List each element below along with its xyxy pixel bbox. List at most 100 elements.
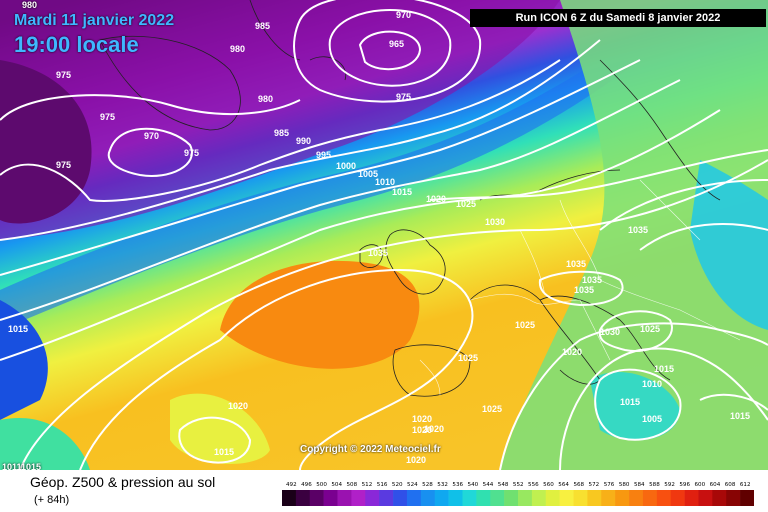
legend-swatch bbox=[531, 490, 547, 506]
legend-tick-label: 568 bbox=[573, 482, 584, 488]
low-pressure-region bbox=[0, 0, 560, 240]
isobar-label: 975 bbox=[56, 70, 71, 80]
isobar-label: 1025 bbox=[482, 404, 502, 414]
legend-swatch bbox=[559, 490, 574, 506]
greece-low-region bbox=[590, 371, 680, 441]
legend-swatches bbox=[282, 490, 754, 506]
isobar-label: 1020 bbox=[412, 425, 432, 435]
legend-swatch bbox=[476, 490, 491, 506]
legend-swatch bbox=[587, 490, 602, 506]
isobar-label: 1020 bbox=[426, 194, 446, 204]
corner-isobar-label: 980 bbox=[22, 0, 38, 10]
isobar-label: 1020 bbox=[424, 424, 444, 434]
legend-swatch bbox=[656, 490, 671, 506]
isobar-label: 975 bbox=[100, 112, 115, 122]
legend-tick-label: 548 bbox=[498, 482, 509, 488]
coastlines bbox=[99, 0, 721, 397]
eastern-cyan-region bbox=[690, 160, 768, 330]
legend-tick-label: 608 bbox=[725, 482, 736, 488]
legend-swatch bbox=[504, 490, 519, 506]
legend-tick-label: 588 bbox=[649, 482, 660, 488]
map-title: Géop. Z500 & pression au sol bbox=[30, 474, 216, 490]
legend-tick-label: 524 bbox=[407, 482, 418, 488]
legend-swatch bbox=[642, 490, 658, 506]
legend-tick-label: 576 bbox=[604, 482, 615, 488]
isobar-label: 1015 bbox=[392, 187, 412, 197]
legend-swatch bbox=[309, 490, 324, 506]
legend-tick-label: 612 bbox=[740, 482, 751, 488]
legend-swatch bbox=[295, 490, 311, 506]
isobar-label: 1015 bbox=[654, 364, 674, 374]
legend-tick-label: 516 bbox=[377, 482, 388, 488]
legend-tick-label: 504 bbox=[331, 482, 342, 488]
legend-tick-label: 600 bbox=[694, 482, 705, 488]
isobar-label: 965 bbox=[389, 39, 404, 49]
color-legend: 492 496 500 504 508 512 516 520 524 528 532 536 540 5… bbox=[282, 482, 754, 506]
legend-tick-label: 596 bbox=[679, 482, 690, 488]
legend-tick-label: 584 bbox=[634, 482, 645, 488]
copyright-notice: Copyright © 2022 Meteociel.fr bbox=[300, 444, 441, 455]
isobar-label: 985 bbox=[255, 21, 270, 31]
isobar-label: 1020 bbox=[406, 455, 426, 465]
legend-swatch bbox=[629, 490, 644, 506]
isobar-labels: 975 985 970 980 965 975 975 970 975 980 … bbox=[8, 10, 750, 465]
isobar-label: 970 bbox=[144, 131, 159, 141]
isobar-label: 1015 bbox=[214, 447, 234, 457]
isobar-label: 1010 bbox=[642, 379, 662, 389]
legend-swatch bbox=[518, 490, 533, 506]
isobar-label: 1030 bbox=[600, 327, 620, 337]
isobar-label: 1035 bbox=[566, 259, 586, 269]
isobar-label: 970 bbox=[396, 10, 411, 20]
forecast-lead: (+ 84h) bbox=[34, 494, 70, 506]
legend-swatch bbox=[420, 490, 435, 506]
legend-tick-label: 496 bbox=[301, 482, 312, 488]
legend-tick-label: 556 bbox=[528, 482, 539, 488]
isobar-label: 990 bbox=[296, 136, 311, 146]
isobar-label: 1015 bbox=[730, 411, 750, 421]
legend-swatch bbox=[573, 490, 588, 506]
isobar-label: 1030 bbox=[485, 217, 505, 227]
isobar-label: 980 bbox=[258, 94, 273, 104]
isobar-label: 1015 bbox=[8, 324, 28, 334]
legend-swatch bbox=[615, 490, 630, 506]
legend-swatch bbox=[337, 490, 352, 506]
legend-swatch bbox=[490, 490, 505, 506]
high-pressure-core bbox=[220, 260, 420, 369]
isobar-label: 1020 bbox=[562, 347, 582, 357]
forecast-time: 19:00 locale bbox=[14, 32, 139, 57]
legend-swatch bbox=[393, 490, 408, 506]
legend-tick-label: 528 bbox=[422, 482, 433, 488]
western-blue-region bbox=[0, 300, 48, 420]
isobar-label: 1020 bbox=[412, 414, 432, 424]
legend-swatch bbox=[323, 490, 338, 506]
legend-tick-label: 572 bbox=[589, 482, 600, 488]
legend-swatch bbox=[379, 490, 394, 506]
legend-tick-label: 604 bbox=[710, 482, 721, 488]
legend-tick-label: 492 bbox=[286, 482, 297, 488]
legend-tick-label: 580 bbox=[619, 482, 630, 488]
legend-tick-label: 520 bbox=[392, 482, 403, 488]
legend-swatch bbox=[726, 490, 741, 506]
isobar-label: 1035 bbox=[368, 248, 388, 258]
legend-swatch bbox=[670, 490, 685, 506]
legend-tick-label: 552 bbox=[513, 482, 524, 488]
legend-swatch bbox=[365, 490, 380, 506]
legend-tick-label: 540 bbox=[468, 482, 479, 488]
legend-tick-label: 508 bbox=[347, 482, 358, 488]
model-run-label: Run ICON 6 Z du Samedi 8 janvier 2022 bbox=[470, 9, 766, 27]
legend-swatch bbox=[462, 490, 477, 506]
legend-swatch bbox=[448, 490, 463, 506]
legend-swatch bbox=[712, 490, 727, 506]
isobar-label: 1010 bbox=[375, 177, 395, 187]
legend-swatch bbox=[684, 490, 699, 506]
isobar-label: 975 bbox=[184, 148, 199, 158]
legend-tick-label: 564 bbox=[558, 482, 569, 488]
isobar-label: 1020 bbox=[228, 401, 248, 411]
legend-tick-label: 560 bbox=[543, 482, 554, 488]
isobar-label: 1005 bbox=[642, 414, 662, 424]
legend-tick-label: 592 bbox=[664, 482, 675, 488]
legend-ticks: 492 496 500 504 508 512 516 520 524 528 532 536 540 5… bbox=[286, 482, 751, 488]
isobar-label: 975 bbox=[396, 92, 411, 102]
isobar-label: 1025 bbox=[640, 324, 660, 334]
legend-swatch bbox=[406, 490, 422, 506]
